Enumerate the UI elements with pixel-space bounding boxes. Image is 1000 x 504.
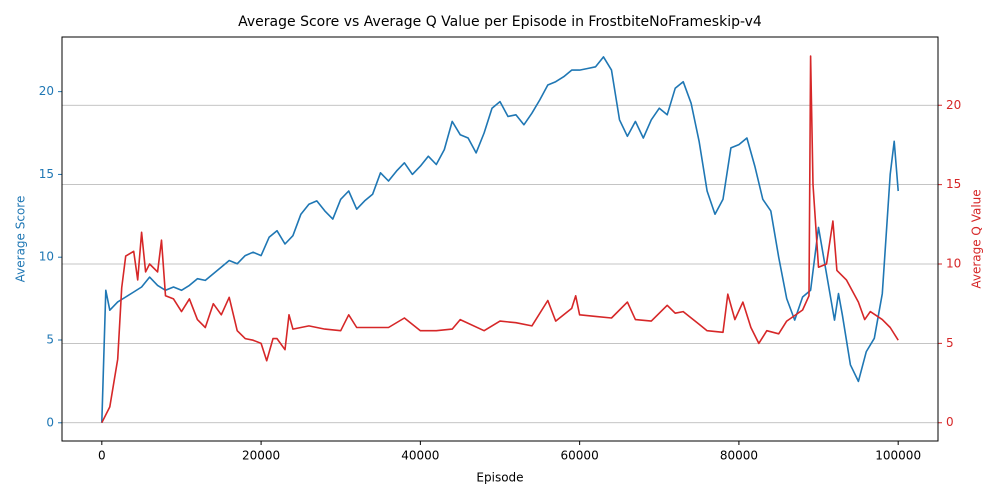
- plot-frame: [61, 36, 939, 442]
- x-tick-label: 100000: [875, 449, 921, 463]
- y2-tick-label: 5: [946, 336, 954, 350]
- y-tick-label: 20: [39, 84, 54, 98]
- y-tick-label: 10: [39, 250, 54, 264]
- y-tick-label: 5: [46, 333, 54, 347]
- x-axis-label: Episode: [476, 471, 523, 485]
- x-tick-label: 60000: [561, 449, 599, 463]
- y2-tick-label: 20: [946, 98, 961, 112]
- x-tick-label: 0: [98, 449, 106, 463]
- y2-axis-label: Average Q Value: [970, 189, 984, 288]
- data-line: [101, 56, 899, 423]
- y-tick-label: 0: [46, 415, 54, 429]
- y2-tick-label: 15: [946, 177, 961, 191]
- x-tick-label: 80000: [720, 449, 758, 463]
- y2-tick-label: 10: [946, 257, 961, 271]
- y-axis-label: Average Score: [14, 196, 28, 283]
- chart-title: Average Score vs Average Q Value per Epi…: [238, 14, 762, 30]
- x-tick-label: 20000: [242, 449, 280, 463]
- x-tick-label: 40000: [401, 449, 439, 463]
- data-line: [101, 55, 899, 424]
- y2-tick-label: 0: [946, 415, 954, 429]
- y-tick-label: 15: [39, 167, 54, 181]
